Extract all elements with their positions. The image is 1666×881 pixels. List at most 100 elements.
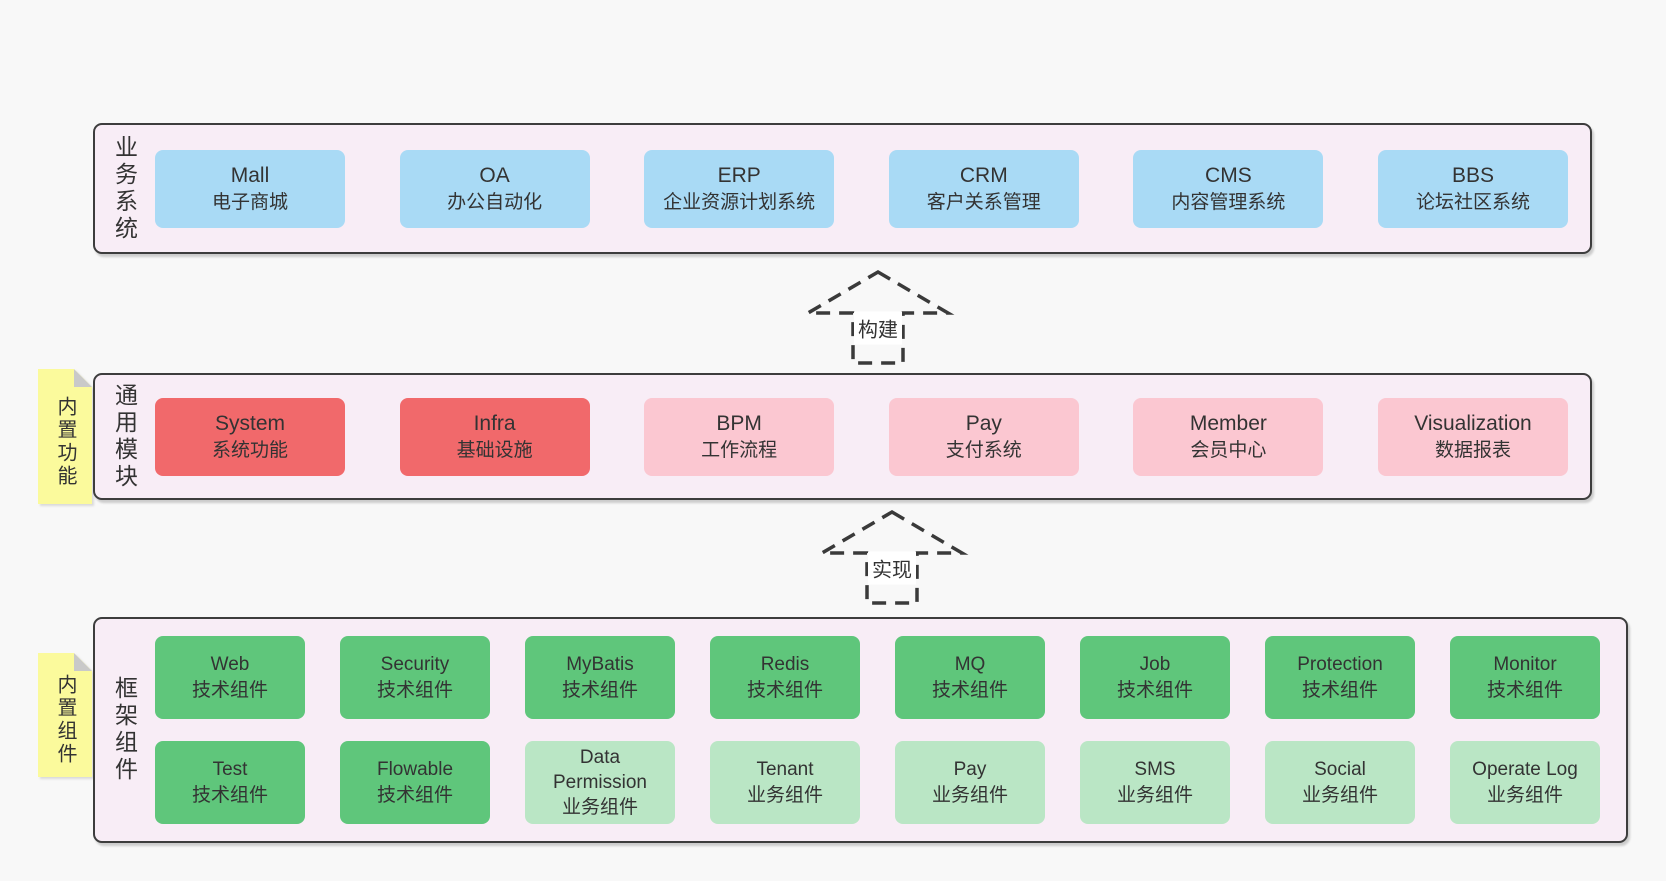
box-crm: CRM 客户关系管理: [888, 149, 1079, 228]
box-mall: Mall 电子商城: [155, 149, 345, 228]
box-monitor: Monitor 技术组件: [1450, 636, 1600, 719]
box-test: Test 技术组件: [155, 741, 305, 824]
box-subtitle: 技术组件: [561, 679, 638, 701]
box-title: BPM: [716, 412, 762, 436]
box-sms: SMS 业务组件: [1080, 741, 1230, 824]
box-subtitle: 数据报表: [1434, 439, 1511, 461]
box-web: Web 技术组件: [155, 636, 305, 719]
box-subtitle: 业务组件: [1116, 784, 1193, 806]
business-boxes: Mall 电子商城 OA 办公自动化 ERP 企业资源计划系统 CRM 客户关系…: [153, 125, 1590, 252]
box-cms: CMS 内容管理系统: [1133, 149, 1324, 228]
box-subtitle: 业务组件: [561, 797, 638, 819]
box-visualization: Visualization 数据报表: [1377, 397, 1568, 476]
box-bbs: BBS 论坛社区系统: [1377, 149, 1568, 228]
box-title: CMS: [1205, 164, 1252, 188]
box-title: BBS: [1451, 164, 1494, 188]
box-subtitle: 客户关系管理: [926, 191, 1041, 213]
box-title: System: [214, 412, 285, 436]
box-title: Web: [210, 654, 250, 676]
folded-corner: [74, 653, 92, 671]
box-oa: OA 办公自动化: [399, 149, 590, 228]
box-system: System 系统功能: [155, 397, 345, 476]
arrow-build-label: 构建: [854, 311, 902, 345]
box-job: Job 技术组件: [1080, 636, 1230, 719]
box-subtitle: 技术组件: [1301, 679, 1378, 701]
framework-row-2: Test 技术组件 Flowable 技术组件 Data Permission …: [155, 741, 1600, 824]
layer-label: 通用模块: [95, 375, 153, 498]
box-subtitle: 技术组件: [1486, 679, 1563, 701]
box-title: MyBatis: [566, 654, 634, 676]
box-tenant: Tenant 业务组件: [710, 741, 860, 824]
box-subtitle: 论坛社区系统: [1415, 191, 1530, 213]
layer-framework-components: 框架组件 Web 技术组件 Security 技术组件 MyBatis 技术组件…: [93, 617, 1628, 843]
sticky-note-text: 内置功能: [54, 395, 76, 488]
arrow-implement-label: 实现: [868, 551, 916, 585]
box-bpm: BPM 工作流程: [644, 397, 835, 476]
box-subtitle: 技术组件: [376, 784, 453, 806]
box-subtitle: 技术组件: [746, 679, 823, 701]
sticky-note-builtin-components: 内置组件: [38, 653, 92, 777]
box-flowable: Flowable 技术组件: [340, 741, 490, 824]
box-title: Tenant: [756, 759, 814, 781]
box-mq: MQ 技术组件: [895, 636, 1045, 719]
framework-row-1: Web 技术组件 Security 技术组件 MyBatis 技术组件 Redi…: [155, 636, 1600, 719]
layer-label-text: 业务系统: [111, 134, 138, 243]
box-subtitle: 企业资源计划系统: [663, 191, 816, 213]
box-subtitle: 业务组件: [1301, 784, 1378, 806]
box-title: SMS: [1134, 759, 1176, 781]
sticky-note: 内置功能: [38, 369, 92, 504]
box-title: Member: [1189, 412, 1267, 436]
layer-label-text: 框架组件: [111, 676, 138, 784]
box-security: Security 技术组件: [340, 636, 490, 719]
box-subtitle: 电子商城: [211, 191, 288, 213]
box-subtitle: 支付系统: [945, 439, 1022, 461]
layer-label: 框架组件: [95, 619, 153, 841]
box-social: Social 业务组件: [1265, 741, 1415, 824]
box-subtitle: 业务组件: [931, 784, 1008, 806]
layer-label-text: 通用模块: [111, 382, 138, 491]
box-data-permission: Data Permission 业务组件: [525, 741, 675, 824]
box-title: Operate Log: [1472, 759, 1578, 781]
box-subtitle: 技术组件: [1116, 679, 1193, 701]
box-subtitle: 系统功能: [211, 439, 288, 461]
box-title: CRM: [959, 164, 1008, 188]
box-title: Flowable: [376, 759, 454, 781]
box-protection: Protection 技术组件: [1265, 636, 1415, 719]
layer-label: 业务系统: [95, 125, 153, 252]
box-erp: ERP 企业资源计划系统: [644, 149, 835, 228]
box-subtitle: 工作流程: [701, 439, 778, 461]
box-title: OA: [479, 164, 510, 188]
box-title: Redis: [760, 654, 810, 676]
sticky-note-text: 内置组件: [54, 674, 76, 766]
box-subtitle: 技术组件: [376, 679, 453, 701]
box-subtitle: 技术组件: [931, 679, 1008, 701]
box-subtitle: 会员中心: [1190, 439, 1267, 461]
box-title: Protection: [1297, 654, 1383, 676]
sticky-note-builtin-features: 内置功能: [38, 369, 92, 504]
layer-business-systems: 业务系统 Mall 电子商城 OA 办公自动化 ERP 企业资源计划系统 CRM…: [93, 123, 1592, 254]
box-title: Job: [1139, 654, 1171, 676]
box-subtitle: 技术组件: [191, 679, 268, 701]
framework-boxes: Web 技术组件 Security 技术组件 MyBatis 技术组件 Redi…: [153, 619, 1626, 841]
box-pay-biz: Pay 业务组件: [895, 741, 1045, 824]
box-subtitle: 业务组件: [1486, 784, 1563, 806]
box-title: Pay: [953, 759, 987, 781]
box-subtitle: 技术组件: [191, 784, 268, 806]
box-title: Social: [1314, 759, 1366, 781]
box-redis: Redis 技术组件: [710, 636, 860, 719]
box-pay: Pay 支付系统: [888, 397, 1079, 476]
box-subtitle: 内容管理系统: [1171, 191, 1286, 213]
box-title: Pay: [965, 412, 1002, 436]
common-boxes: System 系统功能 Infra 基础设施 BPM 工作流程 Pay 支付系统…: [153, 375, 1590, 498]
box-subtitle: 业务组件: [746, 784, 823, 806]
box-subtitle: 办公自动化: [447, 191, 543, 213]
sticky-note: 内置组件: [38, 653, 92, 777]
box-title: Visualization: [1414, 412, 1532, 436]
box-infra: Infra 基础设施: [399, 397, 590, 476]
box-title: MQ: [954, 654, 986, 676]
folded-corner: [74, 369, 92, 387]
box-title: ERP: [717, 164, 761, 188]
box-title: Test: [212, 759, 248, 781]
box-title: Data Permission: [553, 746, 647, 793]
